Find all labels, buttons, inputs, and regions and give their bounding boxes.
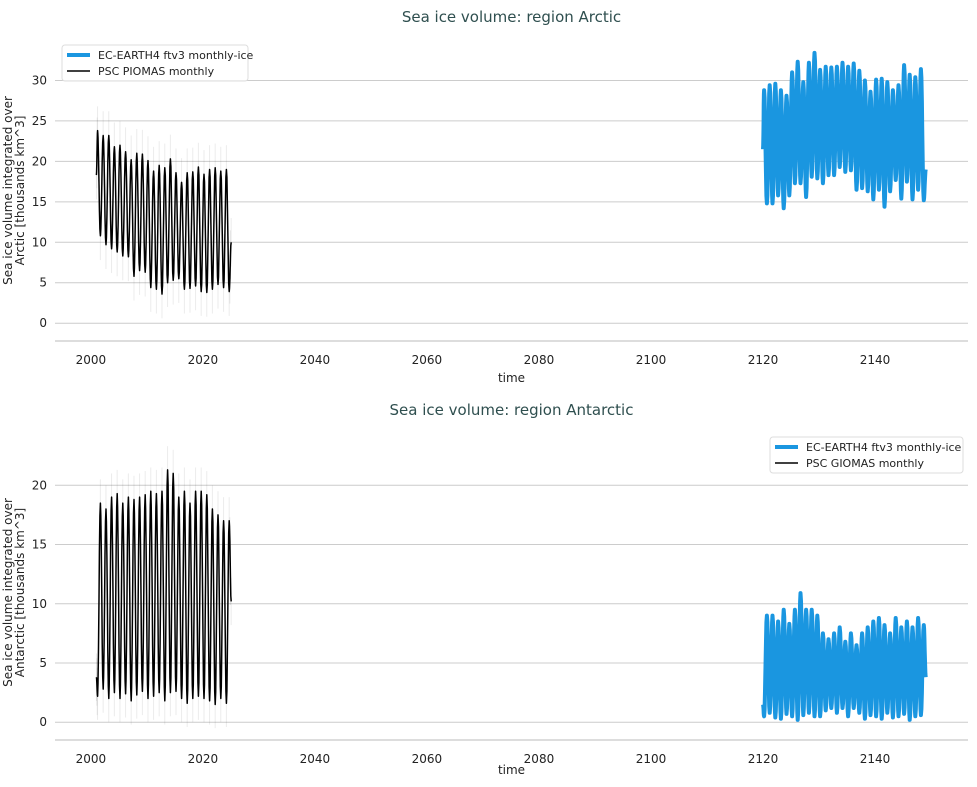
x-tick-label: 2080 xyxy=(524,752,555,766)
legend-entry: PSC PIOMAS monthly xyxy=(98,65,215,78)
x-tick-label: 2140 xyxy=(860,353,891,367)
y-tick-label: 15 xyxy=(32,195,47,209)
y-tick-label: 15 xyxy=(32,538,47,552)
y-tick-label: 0 xyxy=(39,715,47,729)
x-axis-label: time xyxy=(498,763,525,777)
x-tick-label: 2120 xyxy=(748,353,779,367)
y-axis-label: Sea ice volume integrated over xyxy=(1,96,15,285)
x-tick-label: 2100 xyxy=(636,353,667,367)
y-tick-label: 0 xyxy=(39,316,47,330)
y-axis-label: Arctic [thousands km^3] xyxy=(13,116,27,266)
x-tick-label: 2000 xyxy=(76,353,107,367)
y-tick-label: 5 xyxy=(39,656,47,670)
chart-title: Sea ice volume: region Antarctic xyxy=(390,401,634,419)
y-tick-label: 30 xyxy=(32,73,47,87)
legend-box xyxy=(61,44,249,82)
legend: EC-EARTH4 ftv3 monthly-ice PSC PIOMAS mon… xyxy=(61,44,254,82)
y-tick-label: 25 xyxy=(32,114,47,128)
x-tick-label: 2100 xyxy=(636,752,667,766)
chart-panel-1: Sea ice volume: region Antarctic 0 5 10 15 20… xyxy=(1,401,968,777)
x-tick-label: 2140 xyxy=(860,752,891,766)
legend-box xyxy=(769,436,964,474)
y-tick-label: 10 xyxy=(32,235,47,249)
x-tick-label: 2120 xyxy=(748,752,779,766)
x-tick-label: 2020 xyxy=(188,353,219,367)
x-tick-label: 2080 xyxy=(524,353,555,367)
x-tick-label: 2000 xyxy=(76,752,107,766)
chart-title: Sea ice volume: region Arctic xyxy=(402,8,621,26)
legend-entry: EC-EARTH4 ftv3 monthly-ice xyxy=(98,49,254,62)
y-tick-label: 20 xyxy=(32,478,47,492)
series-line-psc xyxy=(95,469,232,706)
series-line-psc xyxy=(95,129,232,295)
series-line-ec-earth xyxy=(761,50,928,211)
chart-panel-0: Sea ice volume: region Arctic 0 5 10 15 20 25 3… xyxy=(1,8,968,385)
x-tick-label: 2060 xyxy=(412,353,443,367)
y-tick-label: 10 xyxy=(32,597,47,611)
legend-entry: EC-EARTH4 ftv3 monthly-ice xyxy=(806,441,962,454)
legend: EC-EARTH4 ftv3 monthly-ice PSC GIOMAS mon… xyxy=(769,436,964,474)
x-tick-label: 2040 xyxy=(300,353,331,367)
y-tick-label: 5 xyxy=(39,276,47,290)
series-line-ec-earth xyxy=(761,591,928,722)
x-tick-label: 2060 xyxy=(412,752,443,766)
legend-entry: PSC GIOMAS monthly xyxy=(806,457,924,470)
y-tick-label: 20 xyxy=(32,154,47,168)
y-axis-label: Sea ice volume integrated over xyxy=(1,498,15,687)
x-tick-label: 2040 xyxy=(300,752,331,766)
x-axis-label: time xyxy=(498,371,525,385)
y-axis-label: Antarctic [thousands km^3] xyxy=(13,508,27,677)
x-tick-label: 2020 xyxy=(188,752,219,766)
